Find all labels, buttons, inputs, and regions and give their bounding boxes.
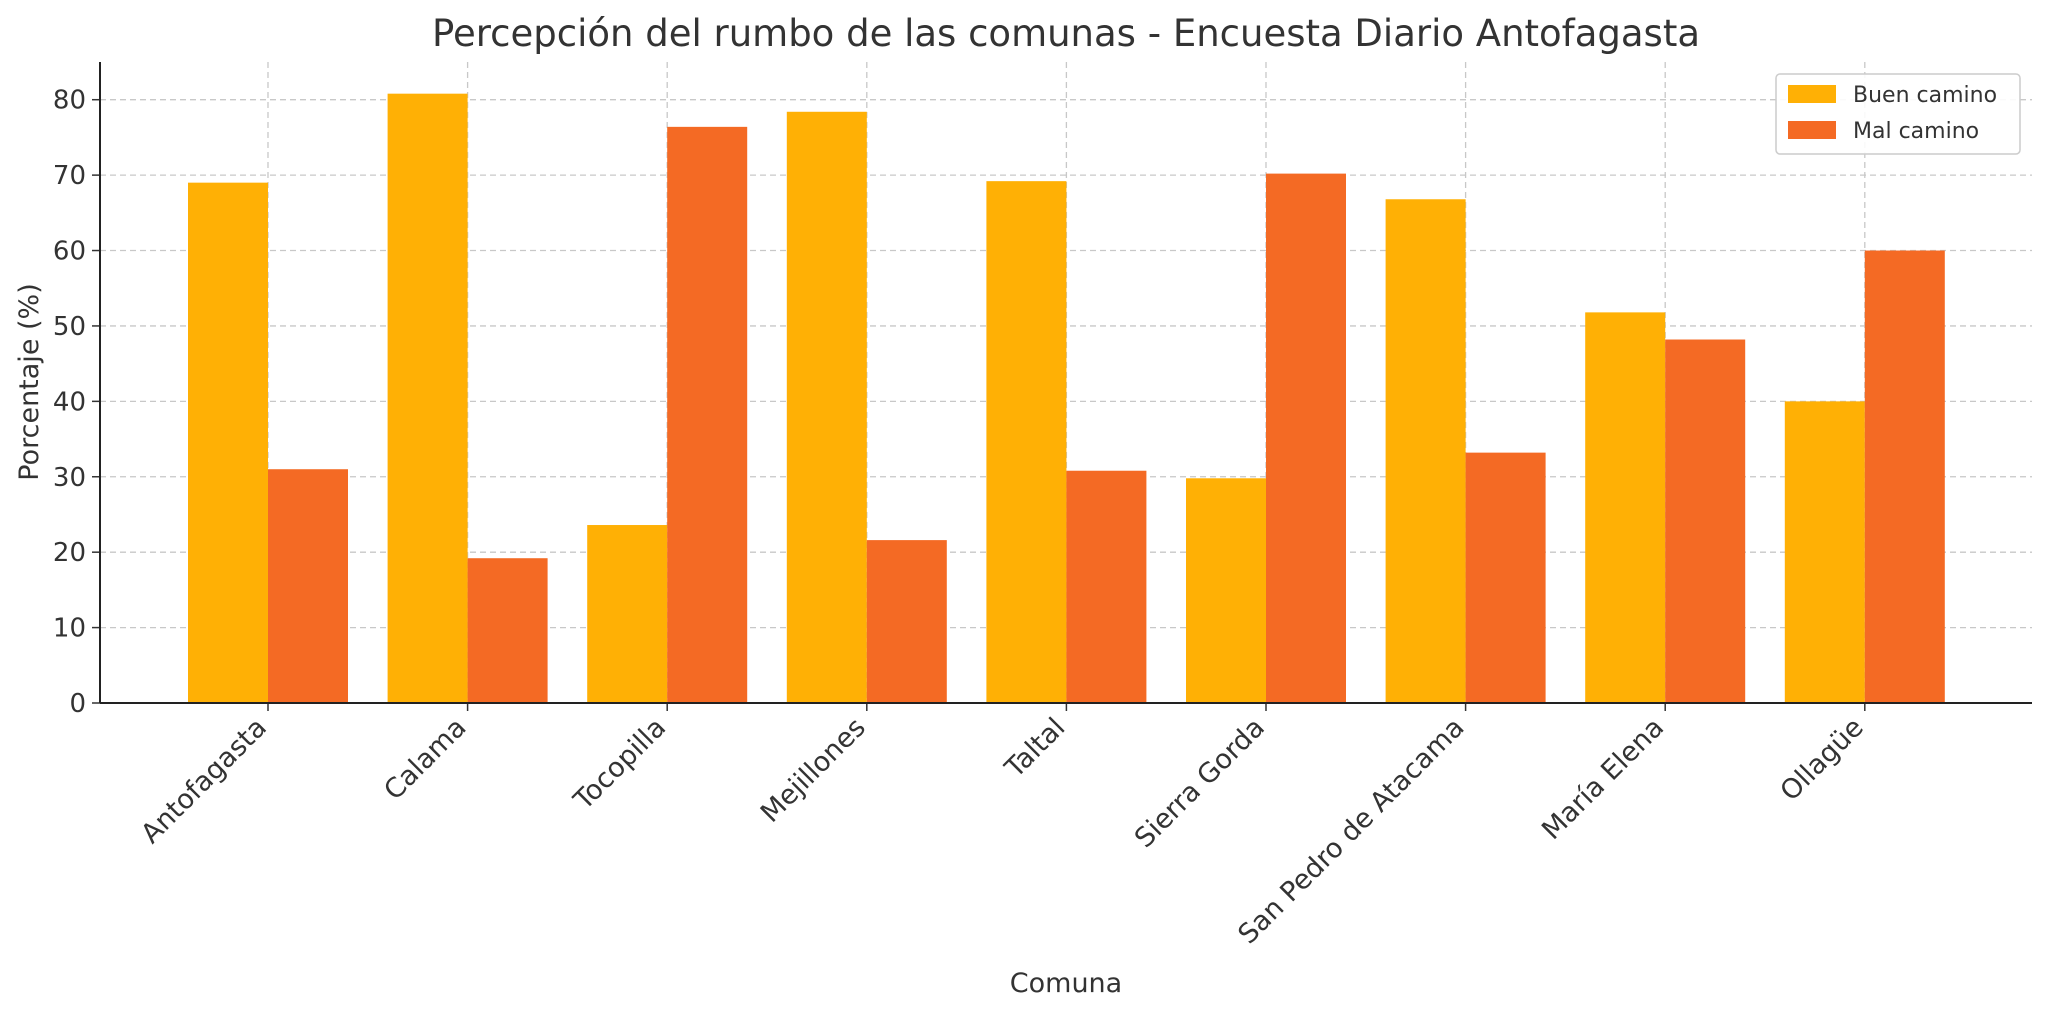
legend-label-buen-camino: Buen camino: [1853, 83, 1997, 108]
legend-label-mal-camino: Mal camino: [1853, 119, 1979, 144]
bar-buen-camino-tocopilla: [587, 525, 668, 703]
bars: [188, 93, 1945, 704]
x-tick-label-antofagasta: Antofagasta: [135, 712, 273, 850]
x-tick-label-taltal: Taltal: [999, 712, 1072, 785]
x-tick-label-sierra-gorda: Sierra Gorda: [1129, 712, 1271, 854]
bar-buen-camino-mejillones: [786, 111, 867, 703]
bar-mal-camino-san-pedro-de-atacama: [1465, 452, 1546, 703]
x-axis-label: Comuna: [1010, 968, 1122, 999]
x-tick-label-tocopilla: Tocopilla: [568, 712, 673, 817]
bar-buen-camino-ollague: [1784, 401, 1865, 703]
legend-swatch-mal-camino: [1788, 121, 1836, 139]
x-tick-label-mejillones: Mejillones: [755, 712, 872, 829]
x-tick-label-maria-elena: María Elena: [1536, 712, 1670, 846]
bar-mal-camino-calama: [467, 558, 548, 703]
x-tick-label-ollague: Ollagüe: [1775, 712, 1870, 807]
y-tick-label: 0: [69, 689, 86, 719]
y-tick-label: 10: [53, 614, 86, 644]
bar-buen-camino-sierra-gorda: [1186, 478, 1266, 703]
y-tick-label: 40: [53, 387, 86, 417]
bar-mal-camino-taltal: [1066, 470, 1147, 703]
y-tick-label: 50: [53, 312, 86, 342]
bar-mal-camino-tocopilla: [667, 126, 748, 703]
bar-mal-camino-mejillones: [866, 540, 947, 703]
y-tick-label: 80: [53, 86, 86, 116]
y-tick-label: 60: [53, 237, 86, 267]
x-tick-label-calama: Calama: [378, 712, 472, 806]
y-axis-label: Porcentaje (%): [14, 283, 45, 480]
bar-buen-camino-san-pedro-de-atacama: [1385, 199, 1466, 704]
y-tick-label: 70: [53, 161, 86, 191]
bar-mal-camino-maria-elena: [1665, 339, 1746, 703]
bar-mal-camino-antofagasta: [268, 469, 348, 703]
legend: Buen camino Mal camino: [1775, 73, 2021, 155]
bar-buen-camino-maria-elena: [1585, 312, 1666, 703]
axes: [92, 62, 2032, 711]
chart-title: Percepción del rumbo de las comunas - En…: [432, 12, 1700, 55]
bar-buen-camino-taltal: [986, 181, 1067, 704]
bar-mal-camino-ollague: [1864, 250, 1945, 703]
legend-swatch-buen-camino: [1788, 85, 1836, 103]
y-tick-label: 20: [53, 538, 86, 568]
legend-frame: [1775, 73, 2021, 155]
bar-mal-camino-sierra-gorda: [1266, 173, 1346, 704]
bar-buen-camino-calama: [387, 93, 468, 703]
bar-buen-camino-antofagasta: [188, 182, 268, 704]
x-tick-label-san-pedro-de-atacama: San Pedro de Atacama: [1232, 712, 1470, 950]
y-tick-label: 30: [53, 463, 86, 493]
